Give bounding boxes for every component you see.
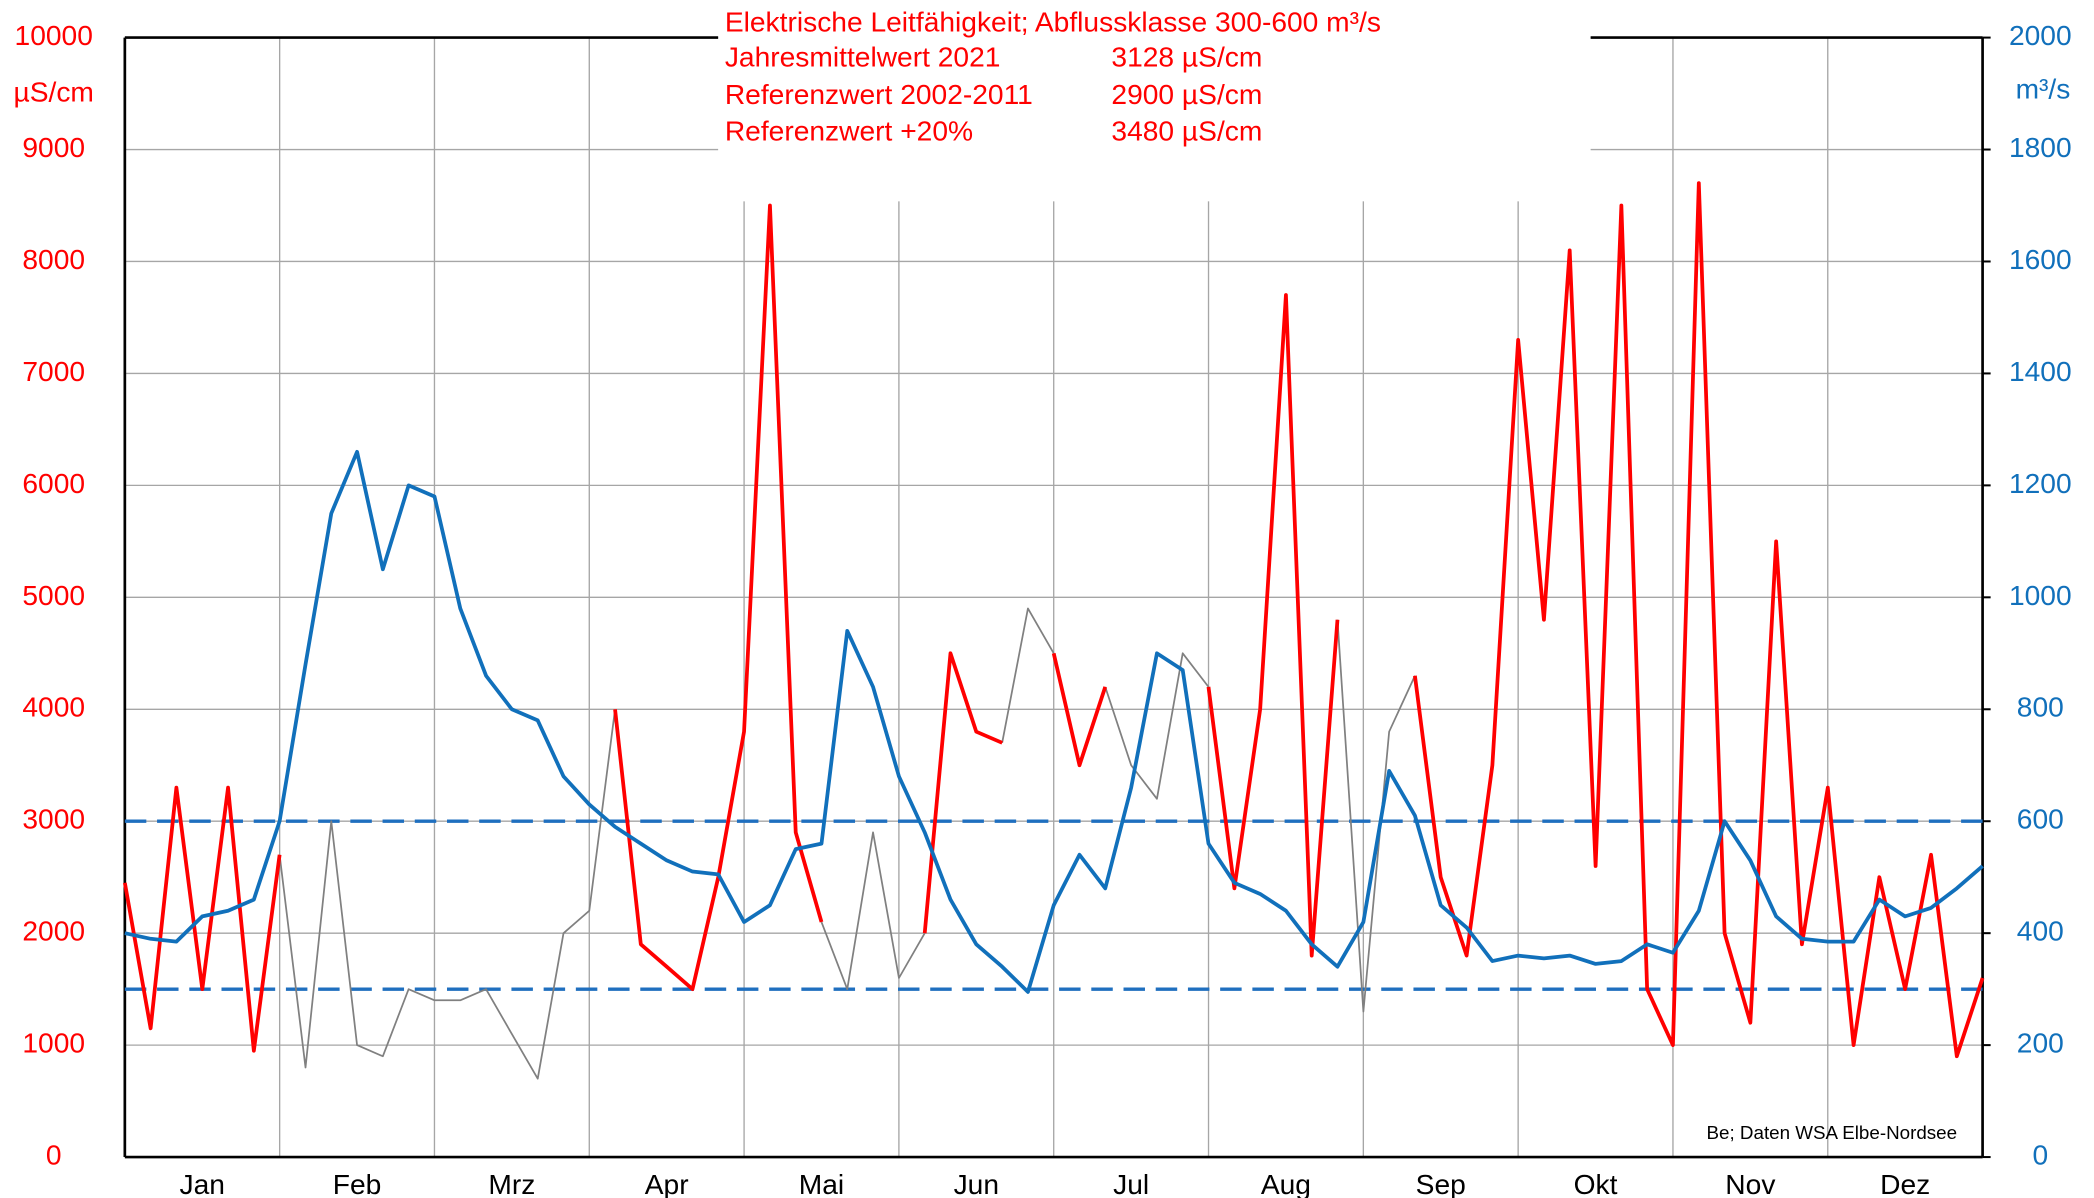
y2-tick-label: 0 — [2032, 1138, 2048, 1170]
title-box — [718, 0, 1591, 202]
x-tick-label: Jul — [1113, 1168, 1149, 1198]
y2-tick-label: 1200 — [2009, 467, 2072, 499]
y-tick-label: 10000 — [15, 19, 93, 51]
y-tick-label: 9000 — [22, 131, 85, 163]
x-tick-label: Apr — [645, 1168, 689, 1198]
annotation-value: 2900 µS/cm — [1111, 78, 1262, 110]
y-tick-label: 7000 — [22, 355, 85, 387]
x-tick-label: Dez — [1880, 1168, 1930, 1198]
y2-axis-label: m³/s — [2016, 73, 2071, 105]
annotation-value: 3480 µS/cm — [1111, 114, 1262, 146]
x-tick-label: Feb — [333, 1168, 382, 1198]
annotation-value: 3128 µS/cm — [1111, 40, 1262, 72]
y2-tick-label: 1000 — [2009, 579, 2072, 611]
x-tick-label: Jan — [180, 1168, 225, 1198]
source-note: Be; Daten WSA Elbe-Nordsee — [1707, 1122, 1958, 1143]
y-tick-label: 5000 — [22, 579, 85, 611]
y2-tick-label: 1400 — [2009, 355, 2072, 387]
y2-tick-label: 200 — [2017, 1027, 2064, 1059]
x-tick-label: Sep — [1416, 1168, 1466, 1198]
annotation-label: Jahresmittelwert 2021 — [725, 40, 1001, 72]
y2-tick-label: 1800 — [2009, 131, 2072, 163]
x-tick-label: Mrz — [488, 1168, 535, 1198]
x-tick-label: Aug — [1261, 1168, 1311, 1198]
y-tick-label: 0 — [46, 1138, 62, 1170]
y-tick-label: 6000 — [22, 467, 85, 499]
y2-tick-label: 400 — [2017, 915, 2064, 947]
data-line — [278, 607, 1416, 1080]
x-tick-label: Mai — [799, 1168, 844, 1198]
y-tick-label: 4000 — [22, 691, 85, 723]
data-line — [124, 449, 1984, 994]
x-tick-label: Okt — [1574, 1168, 1618, 1198]
y2-tick-label: 600 — [2017, 803, 2064, 835]
y-tick-label: 1000 — [22, 1027, 85, 1059]
y-tick-label: 3000 — [22, 803, 85, 835]
x-tick-label: Jun — [954, 1168, 999, 1198]
y2-tick-label: 2000 — [2009, 19, 2072, 51]
y-tick-label: 2000 — [22, 915, 85, 947]
x-tick-label: Nov — [1725, 1168, 1775, 1198]
chart-title: Elektrische Leitfähigkeit; Abflussklasse… — [725, 6, 1381, 38]
annotation-label: Referenzwert +20% — [725, 114, 973, 146]
y-axis-label: µS/cm — [13, 75, 93, 107]
y2-tick-label: 1600 — [2009, 243, 2072, 275]
y2-tick-label: 800 — [2017, 691, 2064, 723]
y-tick-label: 8000 — [22, 243, 85, 275]
annotation-label: Referenzwert 2002-2011 — [725, 78, 1033, 110]
